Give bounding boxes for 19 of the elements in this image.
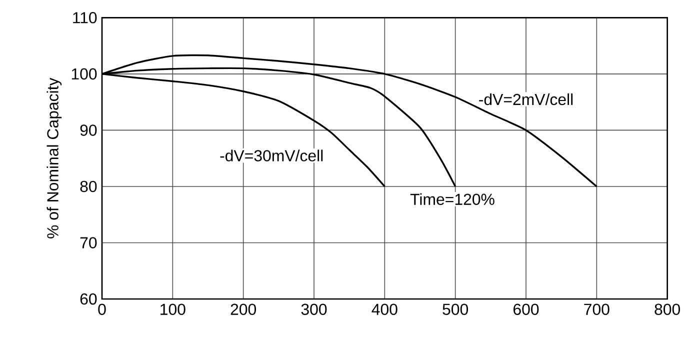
y-tick-label: 90 <box>80 124 97 136</box>
y-tick-label: 70 <box>80 237 97 248</box>
y-tick-label: 110 <box>73 12 97 24</box>
x-tick-label: 0 <box>98 304 106 315</box>
y-tick-label: 80 <box>80 180 97 192</box>
x-tick-label: 400 <box>372 304 398 315</box>
x-tick-label: 100 <box>160 304 186 315</box>
annotation: -dV=2mV/cell <box>479 93 573 106</box>
x-tick-label: 800 <box>654 304 680 315</box>
x-tick-label: 300 <box>301 304 327 315</box>
y-axis-title: % of Nominal Capacity <box>46 78 62 238</box>
y-tick-label: 100 <box>72 68 97 80</box>
x-tick-label: 200 <box>230 304 256 315</box>
x-tick-label: 600 <box>514 304 539 315</box>
annotation: -dV=30mV/cell <box>220 150 323 162</box>
y-tick-label: 60 <box>80 293 97 305</box>
x-tick-label: 700 <box>584 304 610 315</box>
x-tick-label: 500 <box>442 304 468 315</box>
annotation: Time=120% <box>410 193 494 205</box>
